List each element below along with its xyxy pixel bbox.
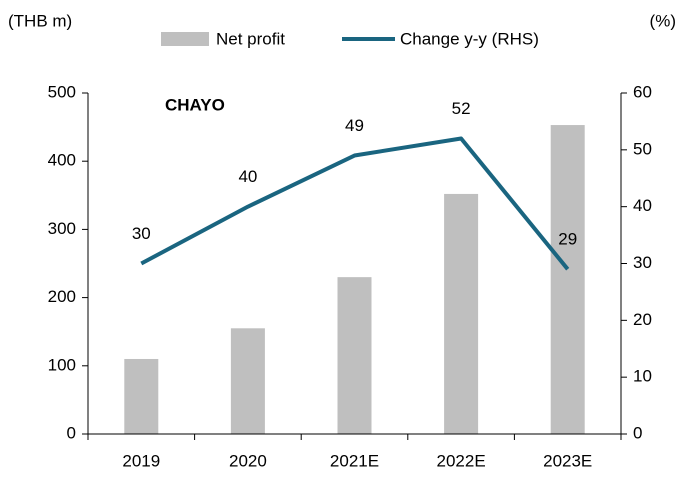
bar	[230, 328, 265, 434]
x-tick-label: 2023E	[543, 451, 592, 470]
y2-tick-label: 30	[633, 253, 652, 272]
data-label: 30	[132, 224, 151, 243]
bar	[550, 125, 585, 434]
legend-label: Net profit	[216, 29, 285, 48]
bar	[444, 193, 479, 434]
y2-tick-label: 50	[633, 139, 652, 158]
y2-axis-label: (%)	[650, 11, 676, 30]
x-tick-label: 2021E	[330, 451, 379, 470]
y-tick-label: 0	[67, 423, 76, 442]
y2-tick-label: 0	[633, 423, 642, 442]
bar	[124, 358, 159, 434]
data-label: 40	[238, 167, 257, 186]
chart-annotation: CHAYO	[165, 95, 225, 114]
y2-tick-label: 10	[633, 367, 652, 386]
y-tick-label: 100	[48, 355, 76, 374]
x-tick-label: 2020	[229, 451, 267, 470]
data-label: 52	[452, 99, 471, 118]
bar	[337, 277, 372, 434]
line	[140, 136, 570, 271]
y2-tick-label: 20	[633, 310, 652, 329]
y2-tick-label: 60	[633, 82, 652, 101]
legend-label: Change y-y (RHS)	[400, 29, 539, 48]
y-axis-label: (THB m)	[8, 11, 72, 30]
data-label: 49	[345, 116, 364, 135]
y-tick-label: 300	[48, 219, 76, 238]
x-tick-label: 2019	[122, 451, 160, 470]
y2-tick-label: 40	[633, 196, 652, 215]
data-label: 29	[558, 230, 577, 249]
y-tick-label: 400	[48, 151, 76, 170]
x-tick-label: 2022E	[437, 451, 486, 470]
y-tick-label: 500	[48, 82, 76, 101]
legend-swatch	[161, 32, 209, 46]
y-tick-label: 200	[48, 287, 76, 306]
